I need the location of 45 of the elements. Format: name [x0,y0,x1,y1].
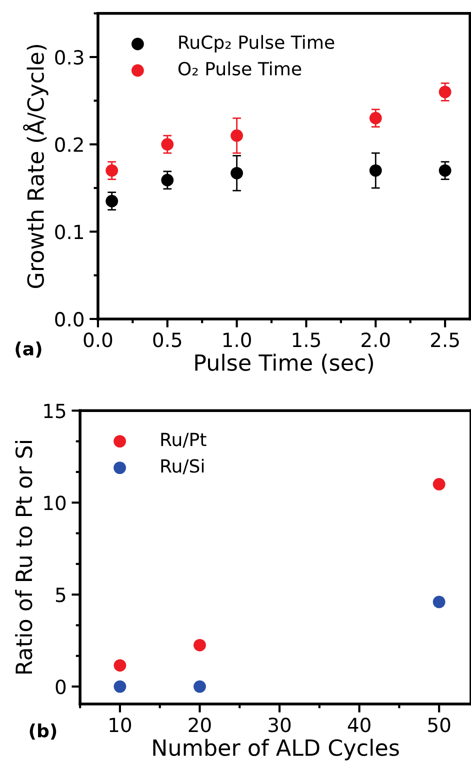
y-tick-label: 0.3 [55,50,84,65]
point [194,638,206,652]
point [161,174,174,186]
y-axis-title: Growth Rate (Å/Cycle) [23,44,48,288]
text: (a) [16,342,42,358]
text: (b) [30,724,56,740]
x-tick-label: 10 [110,718,132,732]
point [106,164,118,177]
x-tick-label: 1.5 [292,332,320,348]
point [438,164,452,177]
y-tick-label: 0.0 [55,312,84,327]
x-axis-title: Number of ALD Cycles [153,738,399,760]
point [438,86,452,98]
x-tick-label: 40 [348,718,370,732]
y-tick-label: 10 [44,496,66,510]
x-tick-label: 2.0 [362,332,390,348]
x-tick-label: 30 [268,718,291,732]
y-tick-label: 0.1 [55,224,83,240]
x-tick-label: 2.5 [431,332,459,348]
point [106,194,118,208]
x-tick-label: 0.5 [153,332,182,348]
point [114,680,126,693]
x-axis-title: Pulse Time (sec) [195,354,374,374]
point [161,138,174,151]
y-tick-label: 0 [56,680,66,694]
point [369,164,382,177]
point [432,478,446,490]
legend-label: RuCp₂ Pulse Time [179,35,334,53]
y-tick-label: 5 [56,588,66,602]
x-tick-label: 1.0 [223,332,251,348]
legend-label: O₂ Pulse Time [178,62,302,76]
x-tick-label: 20 [188,718,211,732]
y-tick-label: 0.2 [55,137,83,152]
point [432,596,446,608]
legend-label: Ru/Pt [161,432,206,448]
x-tick-label: 50 [428,718,450,732]
y-tick-label: 15 [44,404,66,418]
point [369,112,382,124]
legend-label: Ru/Si [161,458,204,474]
point [114,659,126,672]
x-tick-label: 0.0 [84,332,112,348]
y-axis-title: Ratio of Ru to Pt or Si [15,441,32,674]
point [230,129,244,142]
point [230,166,244,180]
point [194,680,206,693]
